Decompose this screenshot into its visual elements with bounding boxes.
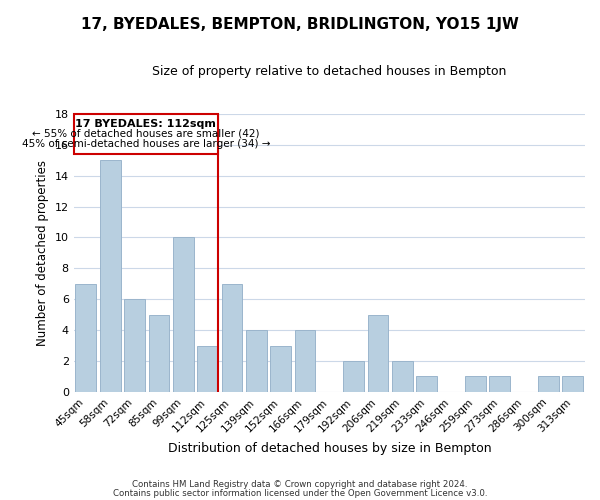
Bar <box>270 346 291 392</box>
Bar <box>100 160 121 392</box>
Bar <box>197 346 218 392</box>
Bar <box>368 314 388 392</box>
Bar <box>416 376 437 392</box>
Bar <box>76 284 96 392</box>
Bar <box>343 361 364 392</box>
Bar <box>246 330 266 392</box>
Text: Contains HM Land Registry data © Crown copyright and database right 2024.: Contains HM Land Registry data © Crown c… <box>132 480 468 489</box>
Text: 17 BYEDALES: 112sqm: 17 BYEDALES: 112sqm <box>76 119 216 129</box>
X-axis label: Distribution of detached houses by size in Bempton: Distribution of detached houses by size … <box>167 442 491 455</box>
Bar <box>538 376 559 392</box>
Title: Size of property relative to detached houses in Bempton: Size of property relative to detached ho… <box>152 65 506 78</box>
Bar <box>295 330 316 392</box>
Text: 45% of semi-detached houses are larger (34) →: 45% of semi-detached houses are larger (… <box>22 139 270 149</box>
Bar <box>124 300 145 392</box>
Bar <box>465 376 486 392</box>
Text: 17, BYEDALES, BEMPTON, BRIDLINGTON, YO15 1JW: 17, BYEDALES, BEMPTON, BRIDLINGTON, YO15… <box>81 18 519 32</box>
Text: ← 55% of detached houses are smaller (42): ← 55% of detached houses are smaller (42… <box>32 129 260 139</box>
Bar <box>392 361 413 392</box>
Bar <box>562 376 583 392</box>
FancyBboxPatch shape <box>74 114 218 154</box>
Bar <box>173 238 194 392</box>
Bar <box>221 284 242 392</box>
Bar <box>149 314 169 392</box>
Y-axis label: Number of detached properties: Number of detached properties <box>36 160 49 346</box>
Text: Contains public sector information licensed under the Open Government Licence v3: Contains public sector information licen… <box>113 488 487 498</box>
Bar <box>490 376 510 392</box>
